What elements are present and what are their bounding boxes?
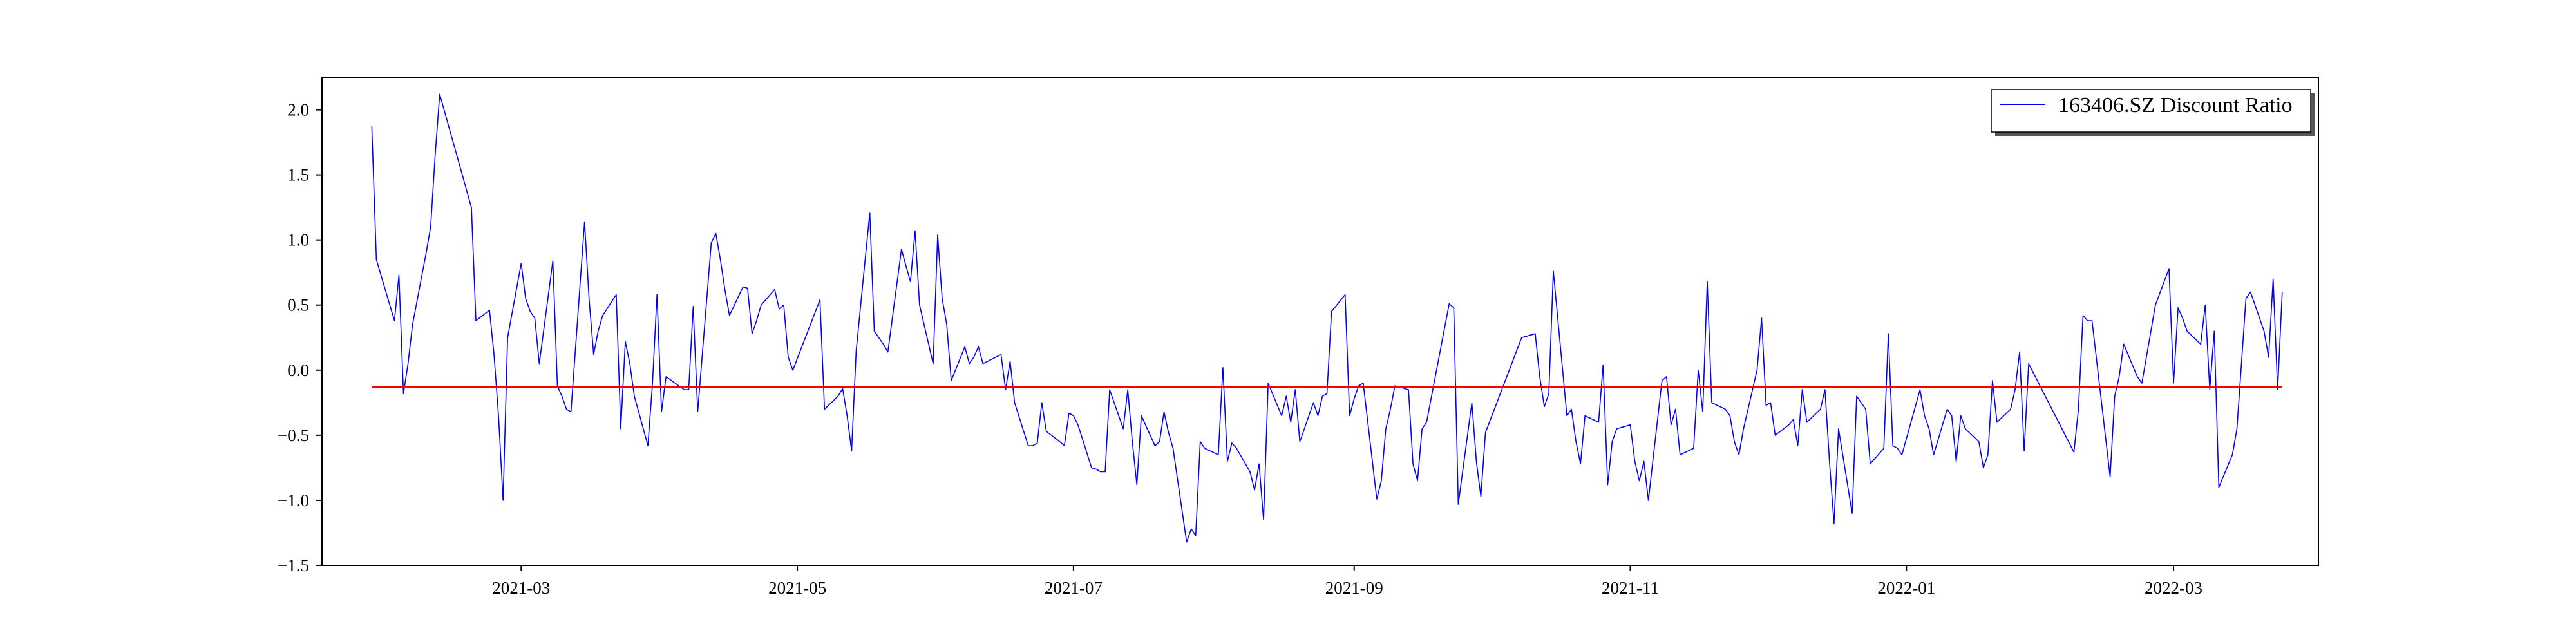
x-tick-label: 2022-01 (1877, 578, 1935, 598)
x-axis: 2021-03 2021-05 2021-07 2021-09 2021-11 2022-… (492, 565, 2202, 598)
y-tick-label: 1.0 (287, 231, 309, 250)
y-tick-label: −1.5 (278, 556, 309, 575)
x-tick-label: 2021-03 (492, 578, 550, 598)
series-line-discount-ratio (371, 93, 2283, 543)
y-tick-label: 2.0 (287, 100, 309, 120)
x-tick-label: 2021-09 (1325, 578, 1383, 598)
y-axis: −1.5 −1.0 −0.5 0.0 0.5 1.0 1.5 2.0 (278, 100, 322, 575)
y-tick-label: −0.5 (278, 426, 309, 445)
x-tick-label: 2021-05 (768, 578, 826, 598)
y-tick-label: 0.5 (287, 296, 309, 315)
legend-box (1991, 89, 2311, 133)
x-tick-label: 2021-07 (1045, 578, 1103, 598)
x-tick-label: 2021-11 (1602, 578, 1659, 598)
y-tick-label: 0.0 (287, 361, 309, 380)
series-layer (371, 93, 2283, 543)
y-tick-label: 1.5 (287, 166, 309, 185)
y-tick-label: −1.0 (278, 491, 309, 510)
plot-frame (321, 77, 2319, 566)
x-tick-label: 2022-03 (2145, 578, 2202, 598)
legend: 163406.SZ Discount Ratio (1991, 89, 2315, 136)
legend-label: 163406.SZ Discount Ratio (2058, 93, 2293, 117)
